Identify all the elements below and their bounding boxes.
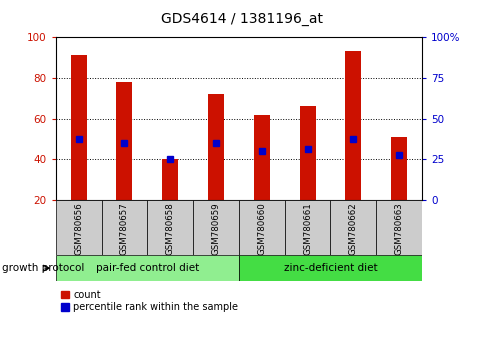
Text: GSM780663: GSM780663	[394, 202, 403, 255]
Bar	[116, 82, 132, 200]
Text: GDS4614 / 1381196_at: GDS4614 / 1381196_at	[161, 12, 323, 27]
Text: GSM780659: GSM780659	[211, 202, 220, 255]
Bar	[284, 200, 330, 255]
Text: GSM780662: GSM780662	[348, 202, 357, 255]
Bar	[101, 200, 147, 255]
Bar	[253, 115, 269, 200]
Bar	[345, 51, 361, 200]
Text: GSM780660: GSM780660	[257, 202, 266, 255]
Text: pair-fed control diet: pair-fed control diet	[95, 263, 198, 273]
Bar	[376, 200, 421, 255]
Text: GSM780657: GSM780657	[120, 202, 129, 255]
Text: GSM780656: GSM780656	[74, 202, 83, 255]
Bar	[71, 56, 87, 200]
Bar	[238, 200, 284, 255]
Bar	[162, 159, 178, 200]
Bar	[193, 200, 238, 255]
Bar	[208, 94, 224, 200]
Bar	[56, 255, 238, 281]
Bar	[330, 200, 376, 255]
Text: growth protocol: growth protocol	[2, 263, 85, 273]
Bar	[390, 137, 406, 200]
Legend: count, percentile rank within the sample: count, percentile rank within the sample	[60, 290, 238, 312]
Bar	[299, 106, 315, 200]
Bar	[238, 255, 421, 281]
Text: zinc-deficient diet: zinc-deficient diet	[283, 263, 377, 273]
Bar	[56, 200, 101, 255]
Text: GSM780658: GSM780658	[166, 202, 174, 255]
Text: GSM780661: GSM780661	[302, 202, 311, 255]
Bar	[147, 200, 193, 255]
